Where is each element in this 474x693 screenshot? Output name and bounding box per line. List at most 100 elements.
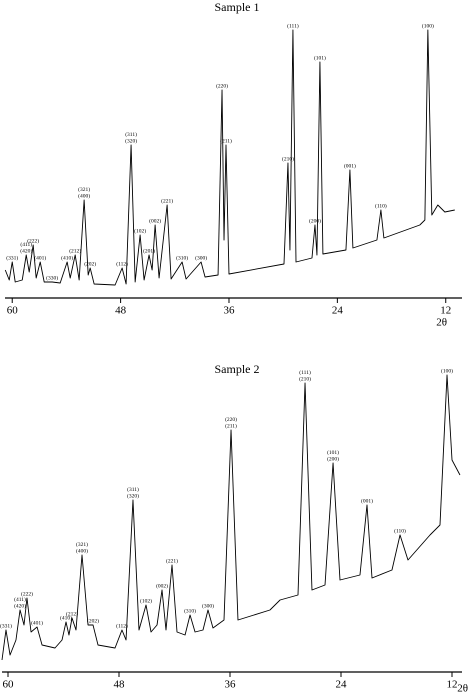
peak-label-line: (330) <box>46 274 58 281</box>
peak-label: (311)(320) <box>127 486 139 500</box>
peak-label: (111)(210) <box>299 369 311 383</box>
x-tick-label: 48 <box>115 305 127 317</box>
peak-label-line: (212) <box>69 247 81 254</box>
peak-label: (410) <box>61 254 73 261</box>
peak-label: (110) <box>375 202 387 209</box>
peak-label-line: (100) <box>441 367 453 374</box>
peak-label: (201) <box>143 247 155 254</box>
peak-label: (202) <box>84 260 96 267</box>
peak-label-line: (102) <box>140 597 152 604</box>
peak-label: (331) <box>0 622 12 629</box>
peak-label-line: (300) <box>195 254 207 261</box>
peak-label-line: (400) <box>78 192 90 199</box>
peak-label-line: (220) <box>216 82 228 89</box>
x-tick-label: 24 <box>336 679 348 691</box>
peak-label-line: (210) <box>282 155 294 162</box>
peak-label-line: (321) <box>78 186 90 193</box>
peak-label-line: (110) <box>394 527 406 534</box>
x-tick-label: 36 <box>225 679 237 691</box>
peak-label-line: (411) <box>14 596 26 603</box>
peak-label: (221) <box>166 557 178 564</box>
peak-label: (222) <box>27 237 39 244</box>
peak-label-line: (320) <box>125 137 137 144</box>
peak-label: (112) <box>116 622 128 629</box>
peak-label: (220)(211) <box>225 416 237 430</box>
peak-label: (101)(200) <box>327 449 339 463</box>
peak-label-line: (111) <box>299 369 311 376</box>
peak-label: (212) <box>69 247 81 254</box>
peak-label: (310) <box>184 607 196 614</box>
x-axis-label: 2θ <box>436 317 447 329</box>
peak-label: (100) <box>422 22 434 29</box>
diffraction-trace <box>4 29 455 286</box>
peak-label: (200) <box>309 217 321 224</box>
chart-title: Sample 1 <box>215 0 260 14</box>
peak-label: (102) <box>140 597 152 604</box>
peak-label: (321)(400) <box>76 541 88 555</box>
peak-label-line: (320) <box>127 492 139 499</box>
peak-label-line: (212) <box>66 610 78 617</box>
peak-label: (111) <box>287 22 299 29</box>
peak-label: (102) <box>134 227 146 234</box>
peak-label-line: (310) <box>184 607 196 614</box>
peak-label-line: (400) <box>76 547 88 554</box>
peak-label-line: (202) <box>87 617 99 624</box>
peak-label: (331) <box>6 254 18 261</box>
peak-label-line: (111) <box>287 22 299 29</box>
peak-label-line: (420) <box>14 602 26 609</box>
x-tick-label: 24 <box>332 305 344 317</box>
peak-label-line: (002) <box>149 217 161 224</box>
peak-label-line: (321) <box>76 541 88 548</box>
peak-label-line: (311) <box>125 131 137 138</box>
peak-label-line: (102) <box>134 227 146 234</box>
peak-label: (311)(320) <box>125 131 137 145</box>
peak-label: (112) <box>116 260 128 267</box>
peak-label-line: (211) <box>225 422 237 429</box>
peak-label-line: (401) <box>31 619 43 626</box>
peak-label-line: (331) <box>0 622 12 629</box>
peak-label-line: (221) <box>166 557 178 564</box>
peak-label-line: (310) <box>176 254 188 261</box>
peak-label: (300) <box>202 602 214 609</box>
peak-label-line: (221) <box>161 197 173 204</box>
peak-label: (001) <box>361 497 373 504</box>
peak-label-line: (210) <box>299 375 311 382</box>
x-tick-label: 60 <box>7 305 19 317</box>
peak-label-line: (222) <box>27 237 39 244</box>
peak-label: (310) <box>176 254 188 261</box>
peak-label: (411)(420) <box>14 596 26 610</box>
peak-label: (221) <box>161 197 173 204</box>
peak-label-line: (220) <box>225 416 237 423</box>
peak-label-line: (202) <box>84 260 96 267</box>
x-tick-label: 12 <box>447 679 458 691</box>
peak-label: (401) <box>34 254 46 261</box>
peak-label: (002) <box>156 582 168 589</box>
peak-label: (202) <box>87 617 99 624</box>
peak-label: (002) <box>149 217 161 224</box>
peak-label: (212) <box>66 610 78 617</box>
peak-label: (401) <box>31 619 43 626</box>
peak-label-line: (112) <box>116 260 128 267</box>
peak-label: (210) <box>282 155 294 162</box>
peak-label-line: (002) <box>156 582 168 589</box>
peak-label: (222) <box>21 590 33 597</box>
peak-label-line: (001) <box>361 497 373 504</box>
x-tick-label: 12 <box>440 305 451 317</box>
peak-label: (220) <box>216 82 228 89</box>
peak-label: (330) <box>46 274 58 281</box>
x-tick-label: 36 <box>223 305 235 317</box>
peak-label-line: (420) <box>20 247 32 254</box>
peak-label: (211) <box>220 137 232 144</box>
peak-label-line: (410) <box>60 614 72 621</box>
peak-label-line: (311) <box>127 486 139 493</box>
peak-label: (101) <box>314 54 326 61</box>
peak-label: (001) <box>344 162 356 169</box>
peak-label-line: (331) <box>6 254 18 261</box>
peak-label-line: (201) <box>143 247 155 254</box>
peak-label-line: (101) <box>314 54 326 61</box>
peak-label-line: (200) <box>327 455 339 462</box>
peak-label-line: (200) <box>309 217 321 224</box>
peak-label-line: (222) <box>21 590 33 597</box>
peak-label-line: (410) <box>61 254 73 261</box>
